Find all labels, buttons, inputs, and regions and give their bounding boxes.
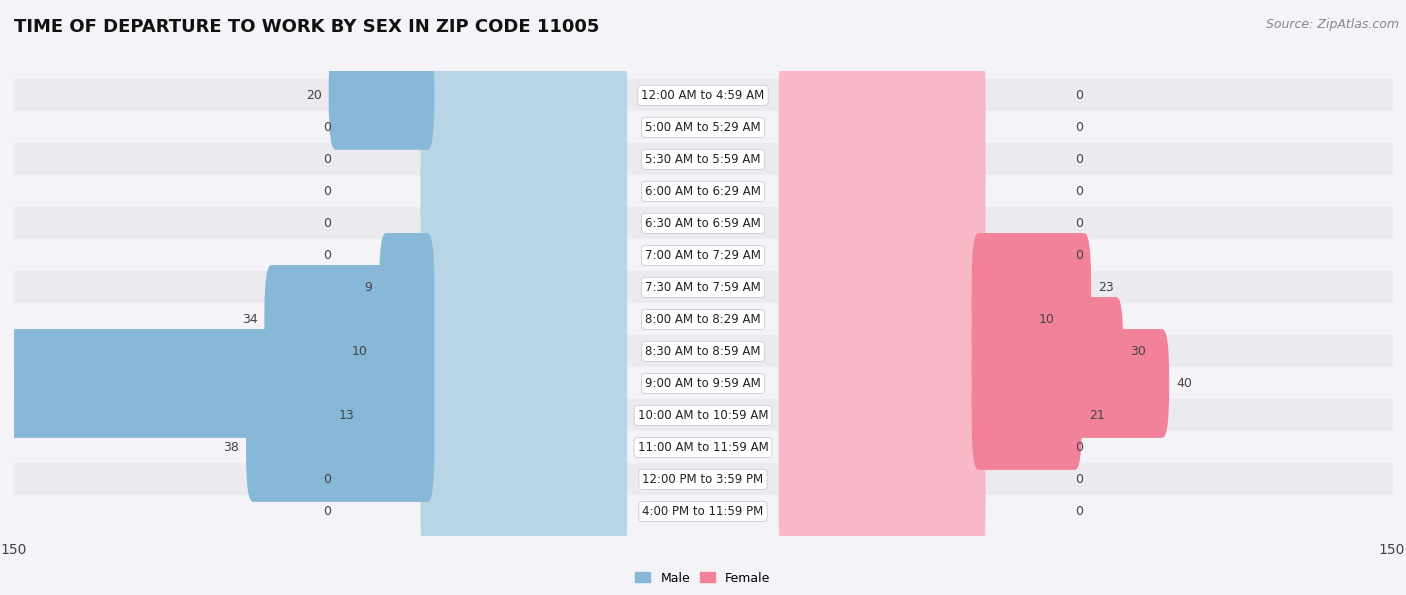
Text: 8:00 AM to 8:29 AM: 8:00 AM to 8:29 AM (645, 313, 761, 326)
Text: 6:30 AM to 6:59 AM: 6:30 AM to 6:59 AM (645, 217, 761, 230)
Bar (14, 496, 1392, 528)
Text: 7:00 AM to 7:29 AM: 7:00 AM to 7:29 AM (645, 249, 761, 262)
FancyBboxPatch shape (420, 41, 627, 150)
FancyBboxPatch shape (420, 105, 627, 214)
Text: 0: 0 (323, 153, 330, 166)
Text: 38: 38 (224, 441, 239, 454)
Text: 34: 34 (242, 313, 257, 326)
Text: 0: 0 (1076, 185, 1083, 198)
Text: 0: 0 (1076, 89, 1083, 102)
FancyBboxPatch shape (779, 233, 986, 342)
FancyBboxPatch shape (779, 201, 986, 310)
Bar (14, 431, 1392, 464)
Bar (14, 303, 1392, 336)
FancyBboxPatch shape (779, 265, 986, 374)
Text: 21: 21 (1088, 409, 1105, 422)
Text: 0: 0 (323, 249, 330, 262)
Text: 20: 20 (307, 89, 322, 102)
Text: 0: 0 (1076, 473, 1083, 486)
Bar (14, 271, 1392, 303)
FancyBboxPatch shape (374, 297, 434, 406)
Text: 0: 0 (1076, 121, 1083, 134)
Text: 0: 0 (323, 505, 330, 518)
FancyBboxPatch shape (779, 457, 986, 566)
FancyBboxPatch shape (420, 297, 627, 406)
FancyBboxPatch shape (420, 265, 627, 374)
FancyBboxPatch shape (972, 329, 1170, 438)
FancyBboxPatch shape (972, 265, 1032, 374)
Text: 10: 10 (352, 345, 368, 358)
Text: 12:00 AM to 4:59 AM: 12:00 AM to 4:59 AM (641, 89, 765, 102)
FancyBboxPatch shape (779, 393, 986, 502)
Bar (14, 143, 1392, 176)
FancyBboxPatch shape (420, 201, 627, 310)
FancyBboxPatch shape (779, 169, 986, 278)
FancyBboxPatch shape (420, 425, 627, 534)
FancyBboxPatch shape (420, 329, 627, 438)
FancyBboxPatch shape (0, 329, 434, 438)
FancyBboxPatch shape (246, 393, 434, 502)
Text: 0: 0 (323, 217, 330, 230)
Bar (14, 336, 1392, 368)
Text: 0: 0 (1076, 153, 1083, 166)
Bar (14, 399, 1392, 431)
FancyBboxPatch shape (329, 41, 434, 150)
Bar (14, 176, 1392, 208)
Text: 0: 0 (1076, 249, 1083, 262)
Bar (14, 464, 1392, 496)
FancyBboxPatch shape (420, 233, 627, 342)
Text: 13: 13 (339, 409, 354, 422)
FancyBboxPatch shape (779, 425, 986, 534)
Text: 40: 40 (1175, 377, 1192, 390)
Text: 8:30 AM to 8:59 AM: 8:30 AM to 8:59 AM (645, 345, 761, 358)
Bar (14, 111, 1392, 143)
FancyBboxPatch shape (779, 137, 986, 246)
FancyBboxPatch shape (264, 265, 434, 374)
FancyBboxPatch shape (972, 233, 1091, 342)
FancyBboxPatch shape (420, 73, 627, 182)
FancyBboxPatch shape (420, 137, 627, 246)
FancyBboxPatch shape (361, 361, 434, 470)
Text: 4:00 PM to 11:59 PM: 4:00 PM to 11:59 PM (643, 505, 763, 518)
Text: 10: 10 (1038, 313, 1054, 326)
Bar (14, 368, 1392, 399)
Legend: Male, Female: Male, Female (630, 566, 776, 590)
Text: 6:00 AM to 6:29 AM: 6:00 AM to 6:29 AM (645, 185, 761, 198)
FancyBboxPatch shape (779, 329, 986, 438)
Text: 0: 0 (323, 121, 330, 134)
FancyBboxPatch shape (420, 169, 627, 278)
Text: 5:00 AM to 5:29 AM: 5:00 AM to 5:29 AM (645, 121, 761, 134)
Text: 11:00 AM to 11:59 AM: 11:00 AM to 11:59 AM (638, 441, 768, 454)
Text: 0: 0 (323, 473, 330, 486)
FancyBboxPatch shape (779, 73, 986, 182)
Bar (14, 208, 1392, 239)
Text: 12:00 PM to 3:59 PM: 12:00 PM to 3:59 PM (643, 473, 763, 486)
FancyBboxPatch shape (420, 393, 627, 502)
FancyBboxPatch shape (420, 457, 627, 566)
FancyBboxPatch shape (420, 361, 627, 470)
FancyBboxPatch shape (779, 41, 986, 150)
FancyBboxPatch shape (972, 297, 1123, 406)
FancyBboxPatch shape (779, 361, 986, 470)
Text: 23: 23 (1098, 281, 1114, 294)
Text: 0: 0 (1076, 217, 1083, 230)
Text: 7:30 AM to 7:59 AM: 7:30 AM to 7:59 AM (645, 281, 761, 294)
Text: TIME OF DEPARTURE TO WORK BY SEX IN ZIP CODE 11005: TIME OF DEPARTURE TO WORK BY SEX IN ZIP … (14, 18, 599, 36)
Text: 5:30 AM to 5:59 AM: 5:30 AM to 5:59 AM (645, 153, 761, 166)
Text: 0: 0 (1076, 441, 1083, 454)
FancyBboxPatch shape (779, 105, 986, 214)
Text: 0: 0 (1076, 505, 1083, 518)
Text: 9:00 AM to 9:59 AM: 9:00 AM to 9:59 AM (645, 377, 761, 390)
Bar (14, 239, 1392, 271)
Text: 0: 0 (323, 185, 330, 198)
FancyBboxPatch shape (380, 233, 434, 342)
Text: Source: ZipAtlas.com: Source: ZipAtlas.com (1265, 18, 1399, 31)
Text: 10:00 AM to 10:59 AM: 10:00 AM to 10:59 AM (638, 409, 768, 422)
Bar (14, 79, 1392, 111)
Text: 9: 9 (364, 281, 373, 294)
FancyBboxPatch shape (972, 361, 1083, 470)
FancyBboxPatch shape (779, 297, 986, 406)
Text: 30: 30 (1130, 345, 1146, 358)
